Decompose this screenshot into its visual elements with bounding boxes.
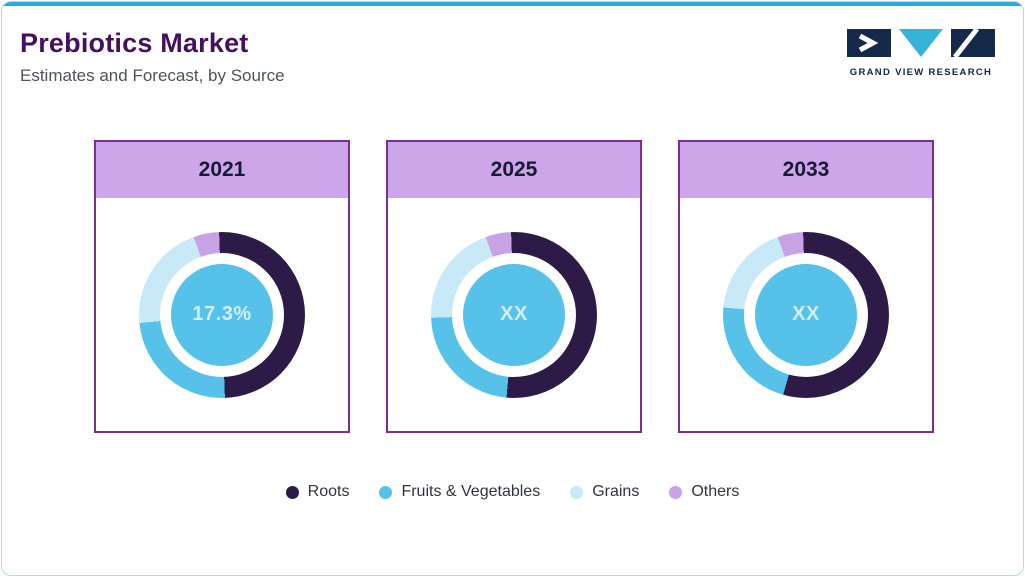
year-cards-row: 2021 17.3% 2025 XX [94, 140, 1023, 433]
legend-label-others: Others [691, 483, 740, 500]
card-body: XX [680, 198, 932, 431]
legend-label-grains: Grains [592, 483, 640, 500]
legend-dot-roots [285, 485, 299, 499]
title-block: Prebiotics Market Estimates and Forecast… [20, 28, 285, 86]
logo-text: GRAND VIEW RESEARCH [849, 67, 993, 78]
card-header-year: 2025 [388, 142, 640, 198]
year-card-2021: 2021 17.3% [94, 140, 350, 433]
legend: Roots Fruits & Vegetables Grains Others [2, 483, 1023, 501]
donut-ring-gap: XX [744, 252, 868, 377]
donut-center-label: XX [792, 303, 820, 325]
donut-center-label: XX [500, 303, 528, 325]
donut-ring-gap: 17.3% [160, 252, 284, 377]
year-card-2033: 2033 XX [678, 140, 934, 433]
card-header-year: 2021 [96, 142, 348, 198]
legend-label-fruits-vegetables: Fruits & Vegetables [401, 483, 541, 500]
legend-item-roots: Roots [285, 483, 350, 501]
legend-dot-others [669, 485, 683, 499]
donut-ring-gap: XX [452, 252, 576, 377]
card-body: 17.3% [96, 198, 348, 431]
donut-center-circle: XX [463, 263, 565, 366]
donut-center-label: 17.3% [192, 303, 252, 325]
donut-chart-2033: XX [723, 231, 889, 398]
legend-label-roots: Roots [307, 483, 350, 500]
donut-center-circle: XX [755, 263, 857, 366]
card-header-year: 2033 [680, 142, 932, 198]
page-title: Prebiotics Market [20, 28, 249, 58]
header: Prebiotics Market Estimates and Forecast… [2, 6, 1023, 86]
logo-mark-icon [847, 27, 995, 59]
grand-view-research-logo: GRAND VIEW RESEARCH [847, 27, 995, 78]
legend-item-fruits-vegetables: Fruits & Vegetables [379, 483, 540, 501]
legend-dot-grains [570, 485, 584, 499]
legend-item-grains: Grains [570, 483, 639, 501]
legend-item-others: Others [669, 483, 739, 501]
donut-chart-2025: XX [431, 231, 597, 398]
legend-dot-fruits-vegetables [379, 485, 393, 499]
donut-chart-2021: 17.3% [139, 231, 305, 398]
page-subtitle: Estimates and Forecast, by Source [20, 66, 285, 85]
year-card-2025: 2025 XX [386, 140, 642, 433]
card-body: XX [388, 198, 640, 431]
donut-center-circle: 17.3% [171, 263, 273, 366]
top-accent-line [2, 2, 1023, 6]
